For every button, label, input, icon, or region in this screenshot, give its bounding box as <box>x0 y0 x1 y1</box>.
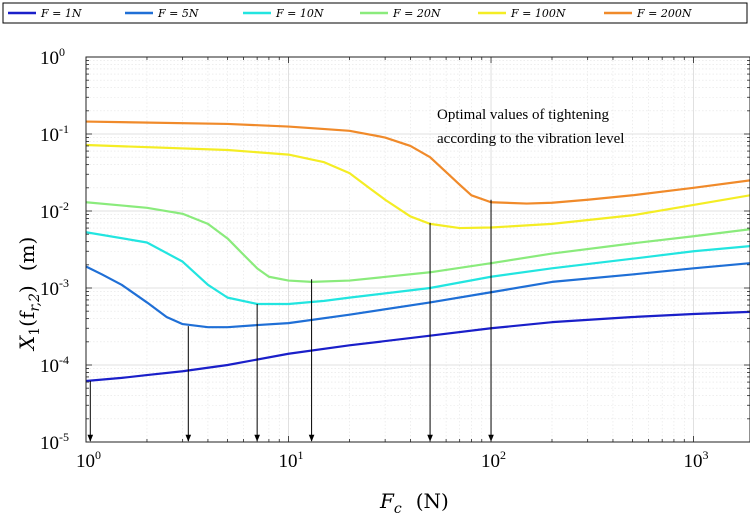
annotation-line-1: Optimal values of tightening <box>437 107 610 123</box>
series-line-4 <box>86 201 750 283</box>
legend-label-1: F = 1N <box>40 7 82 20</box>
legend-label-3: F = 10N <box>275 7 324 20</box>
plot-frame <box>85 56 750 443</box>
legend: F = 1N F = 5N F = 10N F = 20N F = 100N F = 20… <box>2 2 748 24</box>
legend-label-2: F = 5N <box>157 7 199 20</box>
x-tick-label: 100 <box>76 448 101 472</box>
series-line-6 <box>86 120 750 205</box>
plot-background <box>86 57 750 442</box>
arrow-layer <box>87 199 494 442</box>
legend-label-5: F = 100N <box>510 7 566 20</box>
y-tick-label: 10-2 <box>40 199 69 223</box>
legend-label-6: F = 200N <box>636 7 692 20</box>
legend-label-4: F = 20N <box>392 7 441 20</box>
y-tick-label: 10-3 <box>40 276 69 300</box>
x-tick-label: 102 <box>481 448 506 472</box>
y-axis-label: X1(fr,2)(m) <box>15 237 43 352</box>
series-line-3 <box>86 231 750 306</box>
minor-grid <box>86 57 750 442</box>
series-line-5 <box>86 143 750 230</box>
y-tick-label: 10-1 <box>40 122 69 146</box>
x-tick-label: 103 <box>684 448 709 472</box>
y-tick-label: 100 <box>40 45 65 69</box>
series-line-1 <box>86 310 750 383</box>
tick-labels: 100 101 102 103 10-5 10-4 10-3 10-2 10-1 100 <box>40 45 709 472</box>
y-tick-label: 10-5 <box>40 430 69 454</box>
x-tick-label: 101 <box>279 448 304 472</box>
x-axis-label: Fc (N) <box>379 489 449 517</box>
annotation-line-2: according to the vibration level <box>437 131 624 147</box>
series-layer <box>86 120 750 383</box>
y-tick-label: 10-4 <box>40 353 69 377</box>
